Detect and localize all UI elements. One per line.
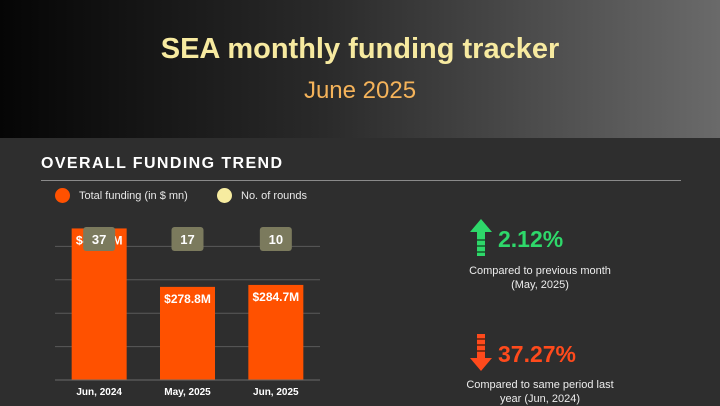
category-label: Jun, 2025 <box>253 387 299 398</box>
arrow-up-icon <box>470 219 492 256</box>
rounds-badge <box>171 227 204 251</box>
rounds-badge <box>259 227 292 251</box>
kpi-mom-caption-line2: (May, 2025) <box>511 279 569 291</box>
section-title: OVERALL FUNDING TREND <box>41 155 284 172</box>
legend-item-rounds: No. of rounds <box>217 188 307 203</box>
kpi-yoy-caption-line1: Compared to same period last <box>466 379 614 391</box>
legend-label-rounds: No. of rounds <box>241 189 308 202</box>
rounds-value: 37 <box>92 232 106 247</box>
funding-bar-label: $278.8M <box>164 292 211 306</box>
funding-bar <box>160 286 215 380</box>
header-banner: SEA monthly funding tracker June 2025 <box>0 0 720 138</box>
funding-bar-label: $284.7M <box>252 290 299 304</box>
section-divider <box>41 180 681 181</box>
category-label: Jun, 2024 <box>76 387 122 398</box>
legend-item-funding: Total funding (in $ mn) <box>55 188 188 203</box>
kpi-mom-caption: Compared to previous month (May, 2025) <box>450 264 630 292</box>
kpi-yoy-caption: Compared to same period last year (Jun, … <box>450 378 630 406</box>
page-title: SEA monthly funding tracker <box>160 33 560 65</box>
category-label: May, 2025 <box>164 387 211 398</box>
kpi-yoy-caption-line2: year (Jun, 2024) <box>499 393 581 405</box>
rounds-badge <box>83 227 116 251</box>
kpi-mom-caption-line1: Compared to previous month <box>469 265 611 277</box>
page-subtitle: June 2025 <box>303 77 417 104</box>
arrow-down-icon <box>470 334 492 371</box>
legend-label-funding: Total funding (in $ mn) <box>79 189 188 202</box>
legend-swatch-rounds <box>217 188 232 203</box>
rounds-value: 17 <box>180 232 194 247</box>
legend-swatch-funding <box>55 188 70 203</box>
kpi-yoy-value: 37.27% <box>498 341 577 367</box>
rounds-value: 10 <box>269 232 283 247</box>
funding-bar <box>248 284 304 380</box>
funding-bar <box>71 228 127 380</box>
kpi-mom-value: 2.12% <box>498 226 564 252</box>
